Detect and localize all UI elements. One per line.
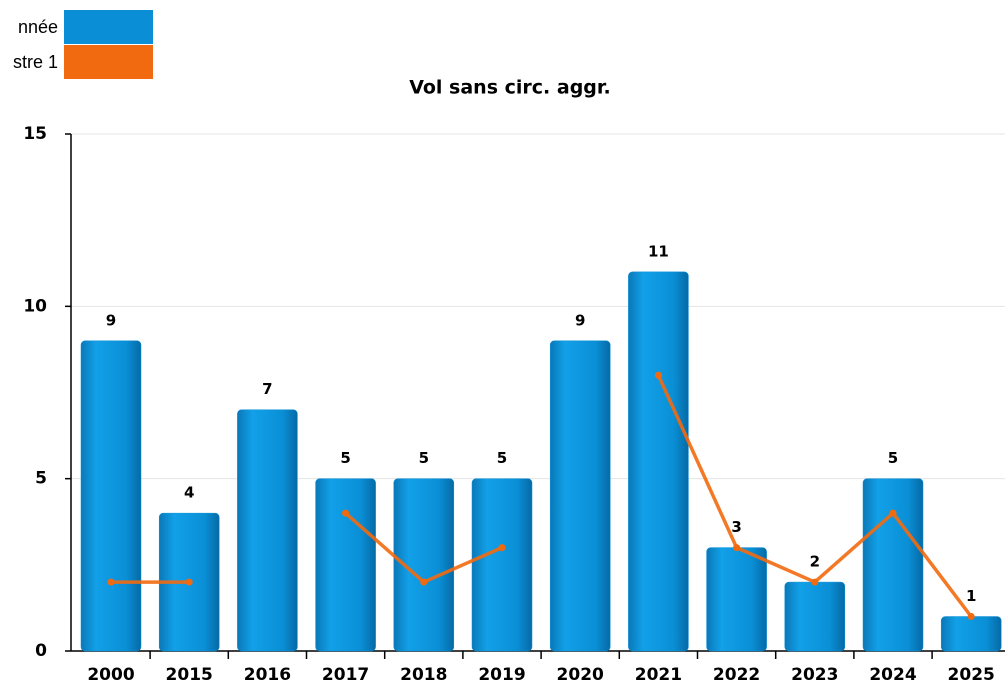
- line-point: [107, 578, 115, 586]
- y-tick-label: 5: [35, 469, 47, 489]
- y-tick-label: 0: [35, 641, 47, 661]
- x-tick-label: 2000: [87, 665, 134, 685]
- line-point: [811, 578, 819, 586]
- data-label: 5: [340, 449, 350, 467]
- chart-title: Vol sans circ. aggr.: [409, 77, 611, 99]
- legend-swatch: [64, 45, 153, 79]
- bar: [549, 340, 611, 652]
- x-tick-label: 2019: [478, 665, 525, 685]
- line-point: [342, 509, 350, 517]
- data-label: 5: [419, 449, 429, 467]
- x-tick-label: 2020: [557, 665, 604, 685]
- bar: [706, 547, 767, 652]
- y-tick-label: 10: [23, 296, 47, 316]
- line-point: [889, 509, 897, 517]
- bar: [80, 340, 142, 652]
- bar: [315, 478, 376, 652]
- data-label: 1: [966, 587, 976, 605]
- x-tick-label: 2025: [948, 665, 995, 685]
- y-tick-label: 15: [23, 124, 47, 144]
- x-tick-label: 2024: [869, 665, 916, 685]
- legend-label: nnée: [18, 17, 58, 37]
- line-point: [733, 544, 741, 552]
- data-label: 7: [262, 380, 272, 398]
- bar: [862, 478, 924, 652]
- line-point: [498, 544, 506, 552]
- bar: [940, 616, 1002, 652]
- legend-label: stre 1: [13, 52, 58, 72]
- bar: [393, 478, 455, 652]
- data-label: 9: [106, 311, 116, 329]
- x-tick-label: 2017: [322, 665, 369, 685]
- line-point: [967, 613, 975, 621]
- data-label: 11: [648, 242, 669, 260]
- x-tick-label: 2016: [244, 665, 291, 685]
- x-tick-label: 2021: [635, 665, 682, 685]
- legend-swatch: [64, 10, 153, 44]
- x-tick-label: 2018: [400, 665, 447, 685]
- data-label: 4: [184, 484, 194, 502]
- x-tick-label: 2022: [713, 665, 760, 685]
- data-label: 5: [497, 449, 507, 467]
- data-label: 5: [888, 449, 898, 467]
- bar: [471, 478, 533, 652]
- data-label: 9: [575, 311, 585, 329]
- data-label: 2: [810, 553, 820, 571]
- bar: [784, 581, 846, 652]
- line-point: [654, 371, 662, 379]
- x-tick-label: 2023: [791, 665, 838, 685]
- bar: [237, 409, 298, 652]
- bar: [628, 271, 689, 652]
- line-point: [420, 578, 428, 586]
- data-label: 3: [731, 518, 741, 536]
- x-tick-label: 2015: [166, 665, 213, 685]
- line-point: [185, 578, 193, 586]
